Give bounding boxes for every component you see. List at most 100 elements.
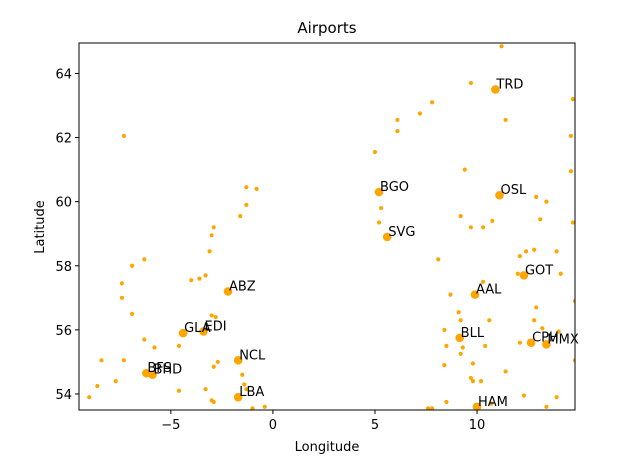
airport-label-abz: ABZ [229,279,256,294]
airport-point-trd [491,85,500,94]
airport-point-small [460,345,465,350]
airport-point-small [538,217,543,222]
airport-point-small [262,404,267,409]
plot-frame [78,42,576,411]
airport-point-small [430,100,435,105]
x-tick-label: 5 [371,418,379,433]
airport-point-small [152,345,157,350]
airport-point-small [554,249,559,254]
airport-point-small [570,220,575,225]
airport-point-small [458,351,463,357]
airport-point-small [209,398,214,403]
airport-point-small [129,263,135,268]
airport-label-trd: TRD [495,77,523,92]
airport-point-small [430,406,435,410]
airport-point-edi [199,327,208,336]
airport-point-small [470,361,476,366]
airport-point-small [207,249,212,254]
airport-point-small [442,363,447,368]
airport-point-small [517,254,522,259]
airport-point-small [515,271,520,276]
airport-point-small [376,220,382,225]
airport-point-small [215,359,220,365]
airport-point-mmx [542,339,551,349]
airport-point-lba [233,392,243,402]
airport-point-small [503,117,508,123]
airport-point-small [540,326,545,331]
y-tick-label: 58 [55,260,72,275]
airport-point-small [203,273,208,278]
x-tick-label: 10 [469,418,486,433]
airport-label-got: GOT [525,263,553,278]
airport-label-svg: SVG [388,225,415,240]
x-axis: −5 0 5 10 [161,410,485,433]
airport-point-small [378,205,384,211]
x-tick-label: −5 [161,418,180,433]
y-tick-label: 64 [55,67,72,82]
airport-point-small [254,186,259,191]
airport-point-small [572,298,575,304]
airport-point-small [129,311,135,316]
airport-point-small [244,387,249,392]
airport-point-small [87,395,92,400]
airport-point-small [556,329,561,334]
airport-point-small [417,111,422,116]
airport-point-small [444,343,449,348]
airport-point-small [468,225,474,230]
y-tick-label: 60 [55,196,72,211]
airport-point-small [568,169,574,174]
airport-point-small [532,318,537,323]
airport-label-mmx: MMX [547,332,578,347]
airport-point-small [425,406,431,410]
x-axis-title: Longitude [295,440,360,455]
airport-point-small [444,399,449,405]
airport-point-bhd [148,370,157,380]
airport-point-small [470,379,476,384]
airport-point-small [458,318,463,323]
airport-point-small [456,310,461,315]
airport-point-bll [455,333,464,343]
airport-point-small [436,257,441,262]
points-layer [87,44,575,410]
airport-point-small [558,271,563,276]
chart-title: Airports [297,19,356,37]
airport-point-small [490,218,495,223]
y-tick-label: 62 [55,132,72,147]
airport-point-small [244,185,249,190]
airport-point-small [113,379,118,384]
airport-label-ncl: NCL [239,348,266,363]
airport-point-small [95,383,100,389]
airport-point-small [211,364,216,369]
airport-point-small [99,358,104,363]
airport-label-cph: CPH [532,331,559,346]
airport-label-bfs: BFS [147,361,171,376]
airport-point-small [203,387,208,392]
airport-point-small [176,343,182,348]
airport-point-small [462,167,467,172]
airport-point-small [119,295,124,300]
airport-point-small [481,279,486,284]
airport-point-small [142,257,147,262]
airport-point-small [499,44,504,49]
airport-point-bgo [374,187,384,197]
airport-point-small [209,233,214,238]
airport-point-small [483,343,488,348]
airport-point-small [479,379,484,384]
airport-point-small [468,375,474,381]
airport-point-small [481,225,486,230]
airport-point-svg [382,232,392,242]
airport-point-small [238,213,243,219]
airport-point-small [448,292,453,297]
airport-point-small [119,281,124,286]
airport-point-ncl [233,356,243,365]
airport-point-small [372,149,378,155]
airport-point-abz [223,287,233,296]
airport-point-small [240,372,245,377]
airport-point-small [211,225,216,230]
x-tick-label: 0 [269,418,277,433]
airport-point-small [189,278,194,283]
airport-point-small [197,276,202,281]
airport-point-small [213,314,218,320]
